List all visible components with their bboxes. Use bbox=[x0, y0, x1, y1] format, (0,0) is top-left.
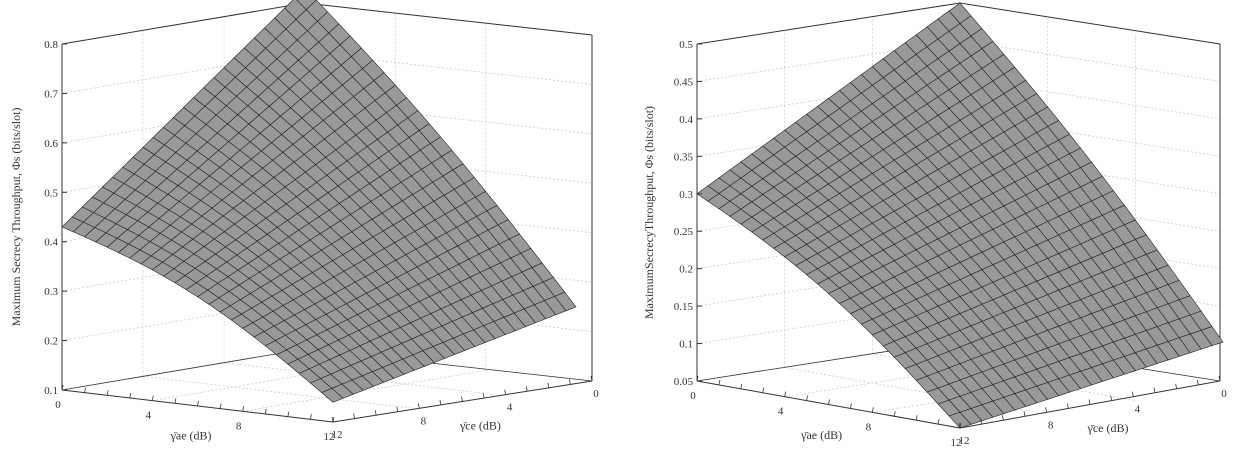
x-minor-tick bbox=[871, 407, 874, 413]
y-minor-tick bbox=[1218, 375, 1221, 382]
x-axis-label: γ̄ae (dB) bbox=[800, 428, 842, 442]
x-minor-tick bbox=[106, 390, 109, 396]
y-tick-label: 8 bbox=[1048, 419, 1054, 431]
x-minor-tick bbox=[915, 415, 918, 421]
y-axis-label: γ̄ce (dB) bbox=[459, 418, 501, 432]
surface-1 bbox=[696, 2, 1224, 429]
z-axis-label: Maximum Secrecy Throughput, Φs (bits/slo… bbox=[9, 108, 23, 327]
y-minor-tick bbox=[417, 403, 420, 409]
x-minor-tick bbox=[784, 391, 787, 397]
x-tick-label: 12 bbox=[951, 437, 962, 449]
y-minor-tick bbox=[1045, 407, 1048, 413]
z-tick-label: 0.15 bbox=[674, 301, 694, 313]
z-tick-label: 0.1 bbox=[679, 339, 693, 351]
y-minor-tick bbox=[482, 393, 485, 399]
z-tick-label: 0.1 bbox=[44, 385, 58, 397]
z-tick-label: 0.2 bbox=[44, 336, 58, 348]
y-minor-tick bbox=[396, 406, 399, 412]
x-minor-tick bbox=[174, 398, 177, 404]
surface-patch bbox=[948, 411, 972, 429]
z-tick-label: 0.25 bbox=[674, 226, 694, 238]
x-minor-tick bbox=[893, 411, 896, 417]
y-minor-tick bbox=[1110, 395, 1113, 401]
z-tick-label: 0.4 bbox=[44, 237, 58, 249]
y-minor-tick bbox=[331, 416, 334, 423]
y-tick-label: 4 bbox=[1135, 404, 1141, 416]
x-minor-tick bbox=[287, 411, 290, 417]
y-minor-tick bbox=[1131, 391, 1134, 397]
y-tick-label: 0 bbox=[1221, 388, 1227, 400]
z-tick-label: 0.7 bbox=[44, 88, 58, 100]
surface-0 bbox=[61, 0, 577, 403]
z-axis-label: MaximumSecrecyThroughput, Φs (bits/slot) bbox=[642, 106, 656, 319]
surface-patch bbox=[321, 388, 344, 403]
x-minor-tick bbox=[310, 414, 312, 420]
z-tick-label: 0.3 bbox=[44, 286, 58, 298]
y-minor-tick bbox=[1023, 411, 1026, 417]
y-tick-label: 12 bbox=[332, 429, 343, 441]
y-minor-tick bbox=[569, 379, 571, 385]
y-tick-label: 0 bbox=[593, 388, 599, 400]
y-minor-tick bbox=[525, 386, 528, 392]
x-minor-tick bbox=[740, 383, 743, 389]
surface-plot-right: 0.05 0.1 0.15 0.2 0.25 0.3 0.35 0.4 0.45 0.5 0 4 8 12… bbox=[642, 2, 1227, 449]
x-minor-tick bbox=[696, 375, 699, 382]
y-axis-label: γ̄ce (dB) bbox=[1087, 421, 1129, 435]
x-tick-label: 4 bbox=[778, 406, 784, 418]
y-tick-label: 8 bbox=[421, 415, 427, 427]
z-tick-label: 0.5 bbox=[679, 39, 693, 51]
z-tick-label: 0.6 bbox=[44, 138, 58, 150]
z-tick-label: 0.35 bbox=[674, 151, 694, 163]
y-tick-label: 12 bbox=[959, 435, 970, 447]
x-minor-tick bbox=[828, 399, 830, 405]
y-minor-tick bbox=[504, 389, 507, 395]
z-tick-label: 0.3 bbox=[679, 189, 693, 201]
x-minor-tick bbox=[806, 395, 808, 401]
y-minor-tick bbox=[980, 419, 983, 425]
x-tick-label: 0 bbox=[690, 390, 696, 402]
x-minor-tick bbox=[61, 384, 64, 391]
x-tick-label: 0 bbox=[55, 399, 61, 411]
y-minor-tick bbox=[374, 410, 377, 416]
x-minor-tick bbox=[129, 392, 132, 399]
x-minor-tick bbox=[219, 403, 222, 409]
x-minor-tick bbox=[264, 408, 267, 415]
x-minor-tick bbox=[850, 403, 852, 409]
y-minor-tick bbox=[547, 382, 550, 388]
y-tick-label: 4 bbox=[507, 402, 513, 414]
z-tick-label: 0.2 bbox=[679, 264, 693, 276]
x-tick-label: 4 bbox=[146, 410, 152, 422]
y-minor-tick bbox=[590, 375, 593, 382]
z-tick-label: 0.05 bbox=[674, 376, 694, 388]
y-minor-tick bbox=[353, 413, 355, 419]
x-minor-tick bbox=[242, 406, 245, 412]
x-axis-label: γ̄ae (dB) bbox=[170, 429, 212, 443]
x-tick-label: 8 bbox=[236, 420, 242, 432]
y-minor-tick bbox=[1153, 387, 1156, 393]
z-tick-label: 0.5 bbox=[44, 187, 58, 199]
z-tick-label: 0.4 bbox=[679, 114, 693, 126]
x-minor-tick bbox=[937, 419, 940, 425]
y-minor-tick bbox=[439, 399, 442, 405]
y-minor-tick bbox=[1175, 383, 1178, 389]
x-tick-label: 8 bbox=[866, 421, 872, 433]
x-minor-tick bbox=[151, 395, 154, 401]
y-minor-tick bbox=[1088, 399, 1091, 405]
x-minor-tick bbox=[197, 400, 199, 407]
y-minor-tick bbox=[958, 422, 961, 429]
x-tick-label: 12 bbox=[324, 431, 335, 443]
x-minor-tick bbox=[762, 387, 765, 393]
z-tick-label: 0.8 bbox=[44, 39, 58, 51]
z-tick-label: 0.45 bbox=[674, 76, 694, 88]
y-minor-tick bbox=[1066, 403, 1069, 409]
y-minor-tick bbox=[1196, 379, 1199, 385]
y-minor-tick bbox=[1001, 415, 1004, 421]
x-minor-tick bbox=[718, 379, 721, 385]
y-minor-tick bbox=[461, 396, 463, 402]
x-minor-tick bbox=[84, 387, 86, 393]
